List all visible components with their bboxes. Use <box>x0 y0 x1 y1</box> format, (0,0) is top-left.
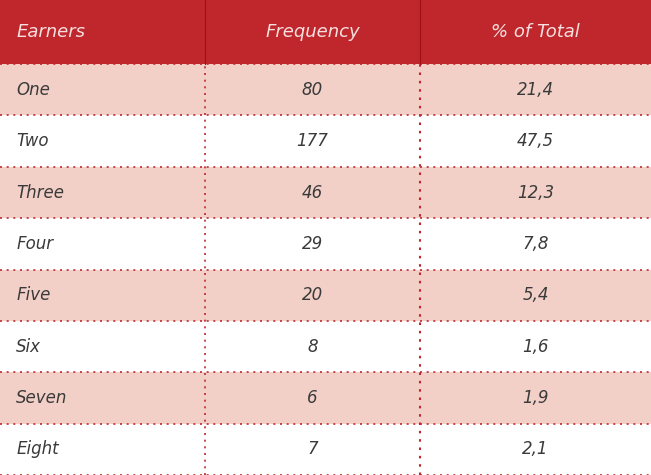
Text: Four: Four <box>16 235 53 253</box>
Text: 5,4: 5,4 <box>522 286 549 304</box>
Text: 20: 20 <box>302 286 323 304</box>
Text: 46: 46 <box>302 183 323 201</box>
Text: Three: Three <box>16 183 64 201</box>
Text: 1,9: 1,9 <box>522 389 549 407</box>
Bar <box>0 321 205 372</box>
Bar <box>420 321 651 372</box>
Bar <box>420 167 651 218</box>
Bar <box>205 270 420 321</box>
Bar <box>420 270 651 321</box>
Text: Eight: Eight <box>16 440 59 458</box>
Bar <box>420 424 651 475</box>
Text: Five: Five <box>16 286 51 304</box>
Bar <box>205 218 420 270</box>
Bar <box>205 372 420 424</box>
Bar <box>0 372 205 424</box>
Bar <box>0 64 205 115</box>
Bar <box>420 64 651 115</box>
Text: Six: Six <box>16 338 41 356</box>
Text: 177: 177 <box>297 132 328 150</box>
Text: Two: Two <box>16 132 49 150</box>
Text: 7: 7 <box>307 440 318 458</box>
Text: 2,1: 2,1 <box>522 440 549 458</box>
Text: 1,6: 1,6 <box>522 338 549 356</box>
Text: % of Total: % of Total <box>491 23 580 41</box>
Text: 6: 6 <box>307 389 318 407</box>
Text: One: One <box>16 81 50 99</box>
Bar <box>205 424 420 475</box>
Bar <box>205 0 420 64</box>
Bar <box>0 167 205 218</box>
Text: 80: 80 <box>302 81 323 99</box>
Bar <box>0 115 205 167</box>
Text: Seven: Seven <box>16 389 68 407</box>
Bar <box>0 218 205 270</box>
Bar <box>205 115 420 167</box>
Bar <box>205 321 420 372</box>
Text: 12,3: 12,3 <box>517 183 554 201</box>
Bar <box>0 424 205 475</box>
Bar <box>205 64 420 115</box>
Text: Earners: Earners <box>16 23 85 41</box>
Text: 8: 8 <box>307 338 318 356</box>
Bar <box>205 167 420 218</box>
Text: 47,5: 47,5 <box>517 132 554 150</box>
Text: Frequency: Frequency <box>265 23 360 41</box>
Bar <box>420 372 651 424</box>
Bar <box>420 115 651 167</box>
Text: 21,4: 21,4 <box>517 81 554 99</box>
Bar <box>0 0 205 64</box>
Bar <box>0 270 205 321</box>
Text: 29: 29 <box>302 235 323 253</box>
Bar <box>420 218 651 270</box>
Bar <box>420 0 651 64</box>
Text: 7,8: 7,8 <box>522 235 549 253</box>
